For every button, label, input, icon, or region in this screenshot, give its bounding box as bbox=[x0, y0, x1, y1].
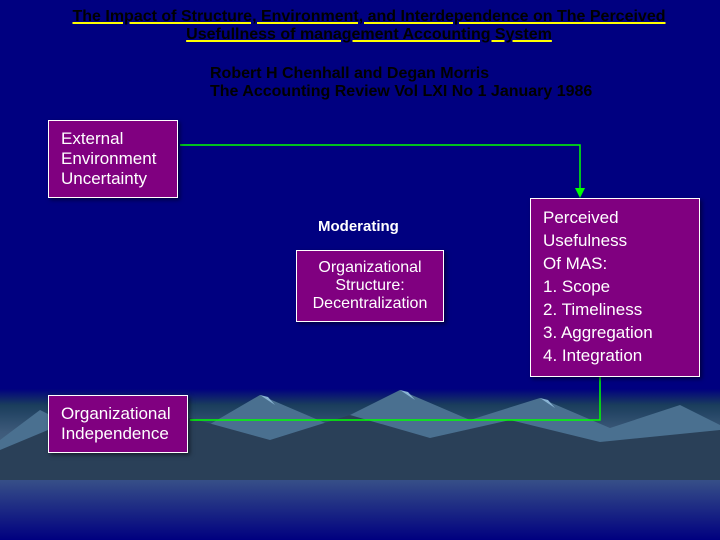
box-perceived-usefulness: Perceived Usefulness Of MAS: 1. Scope 2.… bbox=[530, 198, 700, 377]
title-line1: The Impact of Structure, Environment, an… bbox=[72, 8, 665, 25]
box-external-environment: External Environment Uncertainty bbox=[48, 120, 178, 198]
subtitle: Robert H Chenhall and Degan Morris The A… bbox=[210, 65, 592, 101]
title-line2: Usefullness of management Accounting Sys… bbox=[186, 26, 552, 43]
box-org-structure: Organizational Structure: Decentralizati… bbox=[296, 250, 444, 322]
page-title: The Impact of Structure, Environment, an… bbox=[24, 8, 714, 44]
label-moderating: Moderating bbox=[318, 218, 399, 235]
box-org-independence: Organizational Independence bbox=[48, 395, 188, 453]
